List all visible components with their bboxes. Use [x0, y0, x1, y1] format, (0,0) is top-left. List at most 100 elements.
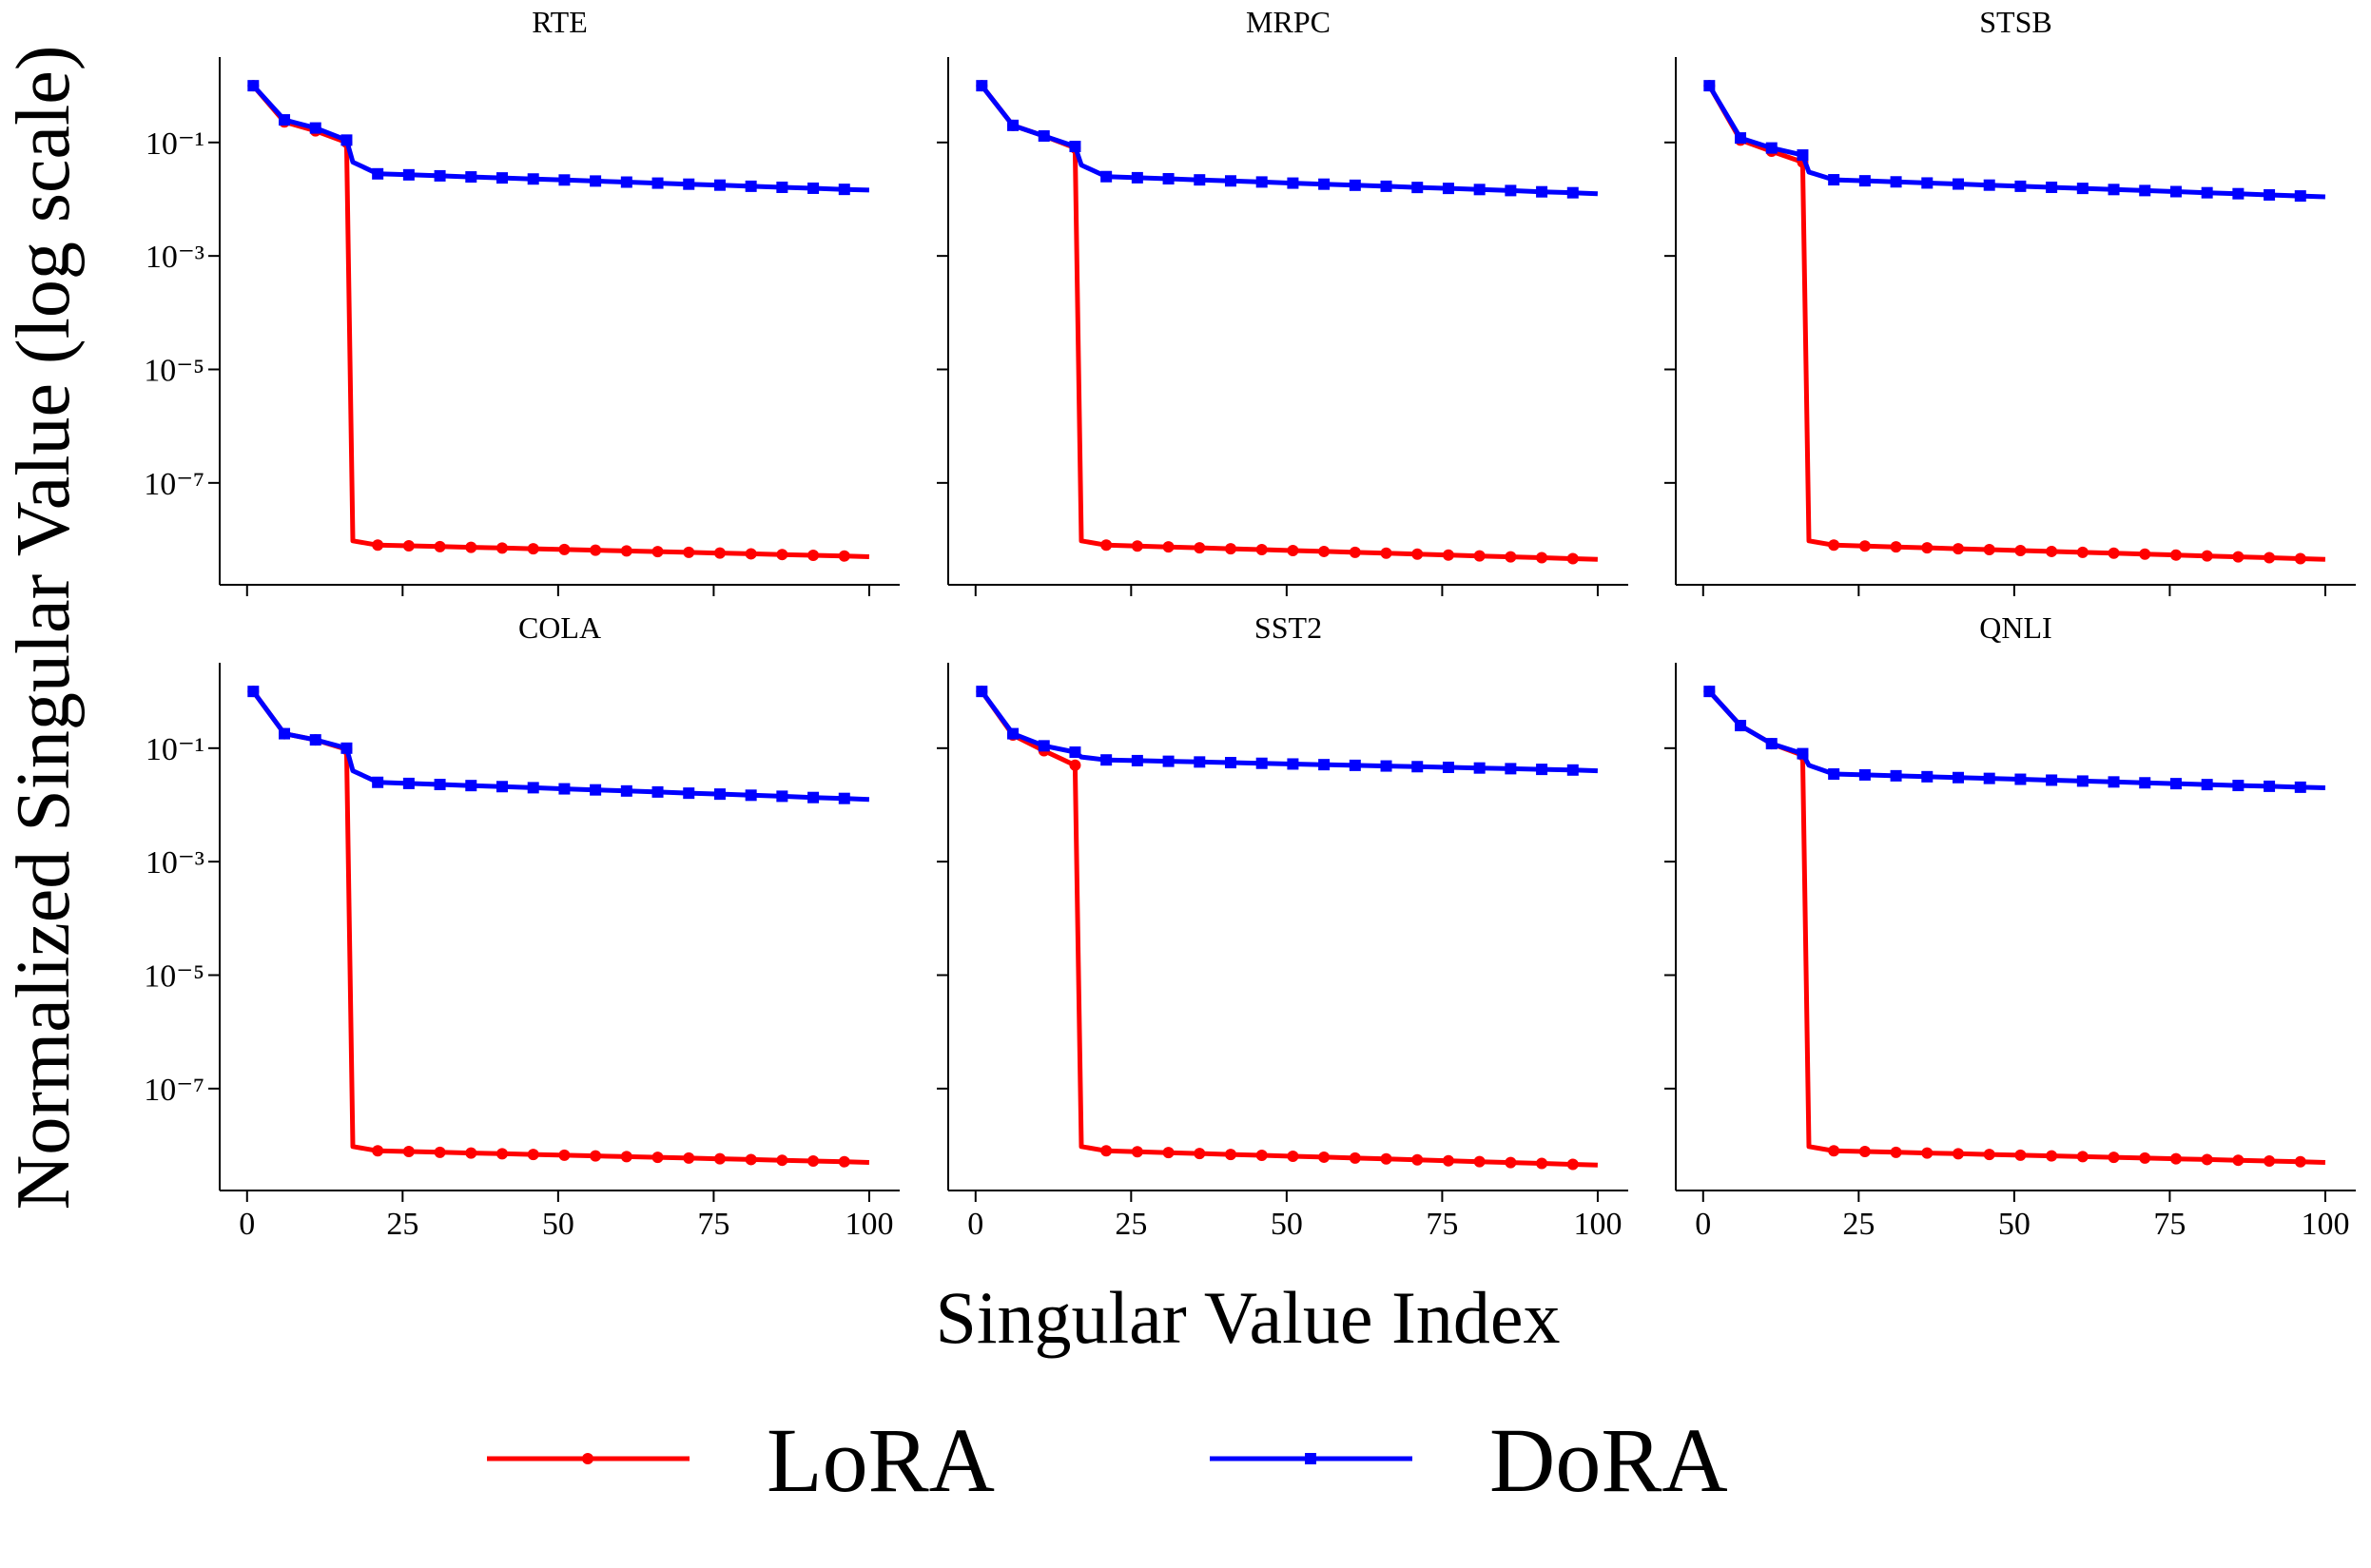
data-point-dora	[1890, 176, 1902, 188]
data-point-lora	[1983, 544, 1995, 556]
data-point-dora	[434, 169, 446, 182]
data-point-dora	[2108, 184, 2120, 196]
data-point-dora	[2232, 187, 2245, 200]
data-point-lora	[1505, 1156, 1517, 1169]
data-point-lora	[372, 1145, 384, 1157]
data-point-lora	[2076, 1151, 2089, 1163]
data-point-dora	[1411, 182, 1424, 194]
data-point-dora	[1952, 178, 1964, 190]
data-point-dora	[1380, 760, 1392, 772]
data-point-dora	[1858, 175, 1871, 187]
data-point-lora	[2108, 547, 2120, 559]
data-point-dora	[2169, 185, 2182, 198]
data-point-lora	[1411, 1153, 1424, 1166]
data-point-dora	[1952, 771, 1964, 784]
data-point-dora	[1566, 186, 1579, 199]
data-point-dora	[1566, 764, 1579, 776]
data-point-dora	[807, 791, 820, 803]
data-point-dora	[1536, 185, 1548, 198]
data-point-dora	[1765, 142, 1778, 154]
data-point-lora	[2046, 1150, 2058, 1162]
data-point-lora	[745, 1153, 757, 1166]
data-point-dora	[713, 179, 726, 191]
data-point-dora	[1007, 119, 1020, 131]
series-lora	[976, 80, 1598, 565]
data-point-lora	[2232, 1154, 2245, 1167]
data-point-dora	[1411, 761, 1424, 773]
data-point-dora	[1983, 772, 1995, 784]
subplot-grid: RTE 10⁻¹ 10⁻³ 10⁻⁵ 10⁻⁷ MRPC STSB COLA 10⁻¹ 10⁻³ 1…	[144, 5, 2356, 1242]
data-point-lora	[1921, 1147, 1934, 1159]
data-point-lora	[1287, 1150, 1299, 1162]
y-tick-label: 10⁻¹	[146, 126, 204, 162]
data-point-dora	[590, 784, 602, 796]
data-point-lora	[2046, 545, 2058, 557]
data-point-dora	[527, 173, 539, 185]
data-point-lora	[1858, 1146, 1871, 1158]
data-point-dora	[1224, 175, 1236, 187]
series-line-dora	[251, 84, 869, 193]
data-point-dora	[1921, 770, 1934, 783]
data-point-dora	[2014, 180, 2027, 192]
data-point-dora	[1162, 173, 1175, 185]
data-point-dora	[1318, 178, 1331, 190]
data-point-lora	[1473, 550, 1486, 562]
series-dora	[976, 686, 1598, 776]
data-point-dora	[1255, 757, 1268, 769]
series-line-lora	[980, 689, 1598, 1168]
data-point-lora	[2232, 551, 2245, 563]
data-point-dora	[976, 80, 988, 92]
series-dora	[247, 80, 869, 196]
data-point-dora	[651, 785, 664, 798]
data-point-dora	[745, 789, 757, 802]
data-point-dora	[1536, 764, 1548, 776]
data-point-dora	[1194, 756, 1206, 768]
data-point-lora	[2264, 552, 2276, 564]
data-point-dora	[1287, 177, 1299, 189]
data-point-lora	[1473, 1155, 1486, 1168]
data-point-dora	[1735, 720, 1747, 732]
data-point-lora	[372, 539, 384, 552]
data-point-dora	[683, 787, 695, 800]
data-point-dora	[279, 727, 291, 740]
data-point-dora	[2294, 190, 2306, 203]
data-point-dora	[496, 172, 508, 184]
data-point-dora	[309, 122, 321, 134]
x-tick-label: 75	[1426, 1207, 1458, 1242]
data-point-dora	[1349, 759, 1361, 771]
data-point-lora	[2139, 548, 2151, 560]
data-point-dora	[1007, 727, 1020, 740]
data-point-dora	[838, 184, 850, 196]
data-point-dora	[1069, 141, 1081, 153]
data-point-lora	[1380, 547, 1392, 559]
data-point-dora	[465, 780, 477, 792]
data-point-dora	[838, 792, 850, 804]
data-point-lora	[465, 541, 477, 553]
x-tick-label: 100	[2301, 1207, 2349, 1242]
x-tick-label: 75	[697, 1207, 729, 1242]
data-point-lora	[807, 549, 820, 561]
subplot-cola: COLA 10⁻¹ 10⁻³ 10⁻⁵ 10⁻⁷ 0 25 50 75 100	[144, 610, 900, 1242]
series-line-lora	[251, 84, 869, 559]
data-point-lora	[1318, 545, 1331, 557]
data-point-lora	[1411, 548, 1424, 560]
data-point-dora	[558, 783, 571, 795]
data-point-lora	[2169, 1152, 2182, 1165]
data-point-lora	[1890, 541, 1902, 553]
data-point-dora	[745, 180, 757, 192]
legend-marker-dora	[1305, 1453, 1316, 1464]
data-point-dora	[1224, 757, 1236, 769]
data-point-dora	[1765, 738, 1778, 750]
x-tick-label: 100	[845, 1207, 893, 1242]
data-point-lora	[1100, 539, 1113, 552]
data-point-lora	[1162, 541, 1175, 553]
data-point-dora	[976, 686, 988, 698]
y-tick-label: 10⁻³	[146, 240, 204, 275]
data-point-lora	[838, 550, 850, 562]
data-point-dora	[2046, 181, 2058, 193]
data-point-dora	[1703, 686, 1716, 698]
data-point-lora	[620, 1151, 632, 1163]
data-point-dora	[2294, 781, 2306, 793]
data-point-dora	[1255, 176, 1268, 188]
legend-entry-dora: DoRA	[1210, 1409, 1728, 1511]
